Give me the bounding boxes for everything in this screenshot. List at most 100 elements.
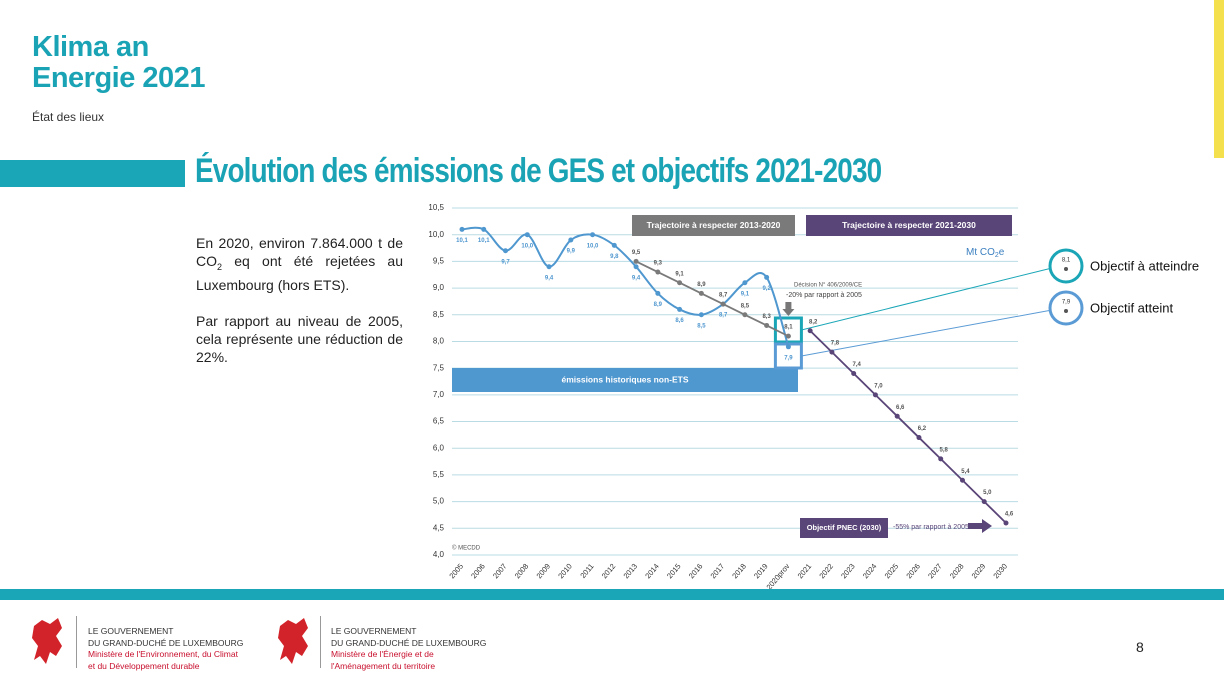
data-label: 10,0 [521,243,533,249]
data-label: 8,9 [654,302,663,308]
legend-label: Objectif à atteindre [1090,258,1199,273]
data-label: 7,9 [784,355,793,361]
data-label: 4,6 [1005,512,1014,518]
footer-line: Ministère de l'Environnement, du Climat [88,649,238,659]
y-tick-label: 5,5 [433,470,445,479]
data-point [481,226,487,232]
y-tick-label: 5,0 [433,497,445,506]
data-label: 8,7 [719,313,728,319]
data-point [698,290,704,296]
y-tick-label: 7,0 [433,390,445,399]
logo [32,618,62,664]
series-line [461,226,790,348]
page-number: 8 [1136,639,1144,655]
paragraph: Par rapport au niveau de 2005, cela repr… [196,312,403,365]
legend-dot [1064,309,1068,313]
data-label: 5,8 [940,447,949,453]
data-point [503,248,509,254]
legend-icon-label: 8,1 [1062,258,1071,264]
header-line: Klima an [32,31,149,63]
data-label: 9,7 [501,259,510,265]
arrow [968,519,992,533]
data-point [807,328,813,334]
data-label: 9,5 [632,250,641,256]
data-label: 10,1 [456,238,468,244]
data-point [720,301,726,307]
connector [801,309,1053,357]
annotation: -20% par rapport à 2005 [786,292,862,299]
data-point [851,370,857,376]
data-point [611,242,617,248]
accent-bar [1214,0,1224,158]
data-point [764,274,770,280]
data-point [677,306,683,312]
data-label: 8,9 [697,282,706,288]
data-point [981,499,987,505]
footer-org: LE GOUVERNEMENT DU GRAND-DUCHÉ DE LUXEMB… [88,626,243,672]
data-point [546,264,552,270]
header-line: Energie 2021 [32,62,205,94]
y-tick-label: 6,5 [433,417,445,426]
data-label: 9,3 [654,261,663,267]
data-point [742,280,748,286]
y-tick-label: 7,5 [433,363,445,372]
y-tick-label: 4,0 [433,550,445,559]
data-point [938,456,944,462]
data-point [655,290,661,296]
unit-part: 2 [995,252,999,259]
unit-label: Mt CO2e [966,247,1005,259]
data-label: 6,6 [896,405,905,411]
footer-line: LE GOUVERNEMENT [88,626,174,636]
header-subtitle: État des lieux [32,110,105,124]
y-tick-label: 9,0 [433,283,445,292]
lion [278,618,308,664]
y-tick-label: 6,0 [433,443,445,452]
data-label: 7,0 [874,383,883,389]
text: En 2020, environ 7.864.000 t de CO [196,235,403,269]
header-title: Klima an Energie 2021 [32,32,205,94]
footer-line: DU GRAND-DUCHÉ DE LUXEMBOURG [88,637,244,648]
series-name: Trajectoire à respecter 2021-2030 [842,220,976,230]
y-tick-label: 8,0 [433,337,445,346]
slide-title: Évolution des émissions de GES et object… [195,152,882,190]
legend-dot [1064,267,1068,271]
data-point [1003,520,1009,526]
series-label-box [452,368,798,392]
y-tick-label: 10,5 [428,203,444,212]
series-name: émissions historiques non-ETS [561,374,688,384]
data-point [633,264,639,270]
data-label: 7,4 [853,362,862,368]
y-tick-label: 9,5 [433,256,445,265]
data-label: 8,7 [719,293,728,299]
legend-icon [1048,248,1084,284]
data-label: 10,1 [478,238,490,244]
data-point [698,312,704,318]
data-label: 5,0 [983,490,992,496]
y-tick-label: 10,0 [428,230,444,239]
y-tick-label: 8,5 [433,310,445,319]
data-label: 5,4 [961,469,970,475]
series-line [635,260,789,337]
data-point [916,435,922,441]
annotation: Décision N° 406/2009/CE [794,283,862,289]
data-point [894,413,900,419]
data-point [677,280,683,286]
series-name: Trajectoire à respecter 2013-2020 [647,220,781,230]
data-label: 9,9 [567,249,576,255]
title-bar [0,160,185,187]
annotation: Objectif PNEC (2030) [807,523,882,532]
data-label: 8,2 [809,319,818,325]
data-point [633,258,639,264]
data-label: 9,1 [741,291,750,297]
series-line [809,330,1007,524]
data-label: 9,8 [610,254,619,260]
data-label: 10,0 [587,243,599,249]
data-point [872,392,878,398]
data-point [785,333,791,339]
series-label-box [806,215,1012,236]
data-point [568,237,574,243]
footer-org: LE GOUVERNEMENT DU GRAND-DUCHÉ DE LUXEMB… [331,626,486,672]
body-text: En 2020, environ 7.864.000 t de CO2 eq o… [196,234,403,384]
series-label-box [632,215,795,236]
legend-icon [1048,290,1084,326]
